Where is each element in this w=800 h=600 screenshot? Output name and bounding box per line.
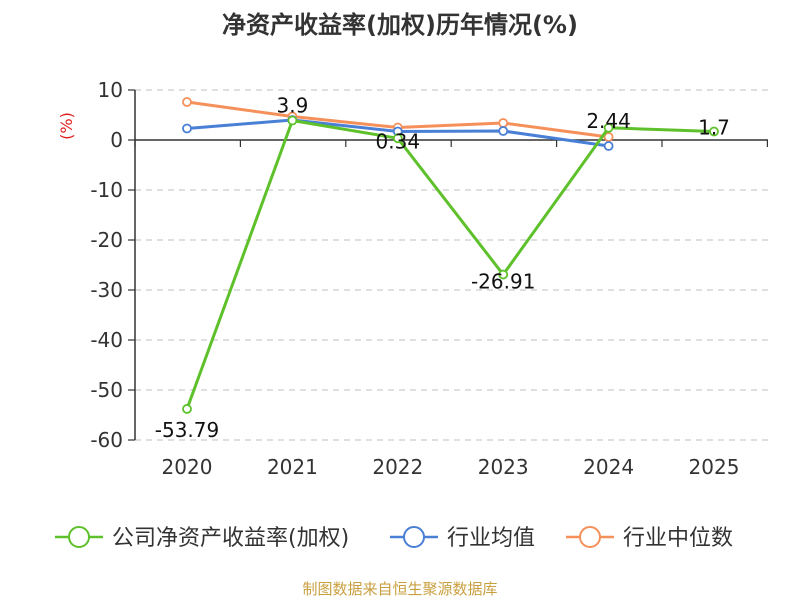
- x-tick-label: 2023: [478, 455, 529, 479]
- legend-swatch-marker-industry-avg: [403, 526, 425, 548]
- data-label: 3.9: [276, 94, 308, 118]
- data-label: 0.34: [376, 129, 421, 153]
- data-point-company: [498, 269, 509, 280]
- y-tick-label: -30: [90, 278, 123, 302]
- y-tick-label: 10: [98, 78, 123, 102]
- x-tick-label: 2021: [267, 455, 318, 479]
- data-point-company: [392, 133, 403, 144]
- y-tick-label: -20: [90, 228, 123, 252]
- y-axis-ticks: 10 0 -10 -20 -30 -40 -50 -60: [90, 78, 136, 452]
- legend-label-industry-avg: 行业均值: [447, 526, 535, 551]
- x-axis: 2020 2021 2022 2023 2024 2025: [134, 139, 769, 479]
- y-tick-label: -10: [90, 178, 123, 202]
- data-point-company: [709, 126, 719, 137]
- y-tick-label: -40: [90, 328, 123, 352]
- source-note: 制图数据来自恒生聚源数据库: [302, 580, 497, 598]
- legend-label-company: 公司净资产收益率(加权): [112, 526, 349, 551]
- y-axis-unit: (%): [57, 112, 76, 140]
- y-tick-label: 0: [110, 128, 123, 152]
- data-point-industry-median: [182, 97, 192, 107]
- series-lines: [182, 97, 719, 414]
- data-point-industry-avg: [498, 126, 509, 136]
- data-label: 2.44: [586, 109, 631, 133]
- data-label: -53.79: [155, 418, 219, 442]
- legend: 公司净资产收益率(加权) 行业均值 行业中位数: [55, 526, 733, 551]
- x-tick-label: 2025: [689, 455, 740, 479]
- legend-swatch-marker-industry-median: [579, 526, 601, 548]
- data-point-company: [287, 115, 298, 126]
- x-tick-label: 2020: [162, 455, 213, 479]
- legend-swatch-marker-company: [68, 526, 90, 548]
- series-line-company: [185, 119, 715, 410]
- x-tick-label: 2024: [583, 455, 634, 479]
- y-tick-label: -50: [90, 378, 123, 402]
- data-labels: -53.79 3.9 0.34 -26.91 2.44 1.7: [155, 94, 730, 442]
- legend-label-industry-median: 行业中位数: [623, 526, 733, 551]
- data-point-industry-avg: [182, 123, 192, 134]
- data-label: 1.7: [698, 116, 730, 140]
- x-tick-label: 2022: [372, 455, 423, 479]
- data-point-company: [182, 404, 192, 414]
- data-point-industry-median: [603, 132, 614, 142]
- chart-title: 净资产收益率(加权)历年情况(%): [222, 11, 578, 39]
- data-point-company: [603, 122, 614, 133]
- y-tick-label: -60: [90, 428, 123, 452]
- data-point-industry-avg: [603, 141, 614, 151]
- data-label: -26.91: [471, 270, 535, 294]
- data-point-industry-median: [498, 118, 509, 128]
